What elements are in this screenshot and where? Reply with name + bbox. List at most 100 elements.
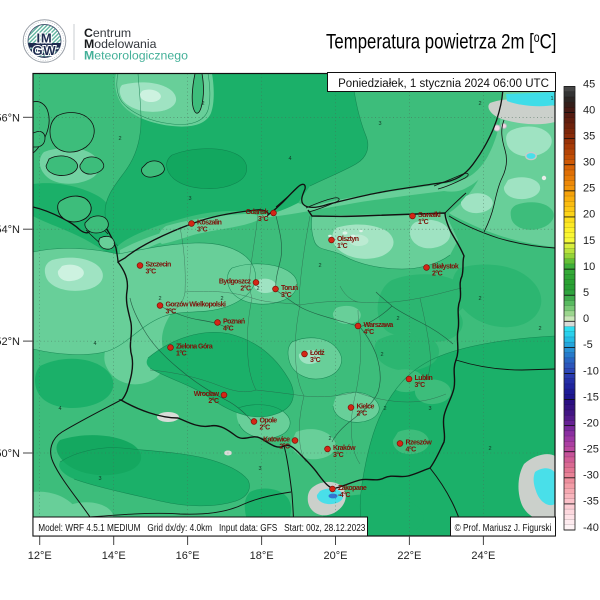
svg-text:2: 2 [396, 316, 399, 322]
svg-text:35: 35 [583, 130, 595, 142]
svg-text:© Prof. Mariusz J. Figurski: © Prof. Mariusz J. Figurski [455, 522, 552, 533]
svg-text:4: 4 [58, 406, 61, 412]
svg-text:Warszawa: Warszawa [364, 322, 394, 329]
svg-text:3°C: 3°C [197, 225, 208, 233]
svg-text:-20: -20 [583, 417, 599, 429]
svg-text:2: 2 [256, 286, 259, 292]
svg-text:3°C: 3°C [146, 267, 157, 275]
svg-text:2°C: 2°C [279, 442, 290, 450]
svg-text:-35: -35 [583, 496, 599, 508]
svg-text:2: 2 [201, 101, 204, 107]
svg-text:20°E: 20°E [324, 550, 348, 562]
svg-text:14°E: 14°E [102, 550, 126, 562]
svg-text:4°C: 4°C [406, 445, 417, 453]
svg-text:-4°C: -4°C [338, 491, 350, 499]
svg-text:2: 2 [383, 406, 386, 412]
svg-text:4: 4 [288, 156, 291, 162]
svg-text:16°E: 16°E [176, 550, 200, 562]
svg-text:2: 2 [478, 101, 481, 107]
svg-text:Meteorologicznego: Meteorologicznego [84, 49, 188, 63]
svg-text:Gorzów Wielkopolski: Gorzów Wielkopolski [166, 302, 226, 309]
svg-text:Szczecin: Szczecin [146, 262, 171, 269]
svg-text:50°N: 50°N [0, 448, 20, 460]
svg-text:3°C: 3°C [281, 291, 292, 299]
svg-text:3°C: 3°C [310, 356, 321, 364]
svg-text:3: 3 [98, 476, 101, 482]
svg-text:2: 2 [478, 296, 481, 302]
svg-text:2: 2 [328, 436, 331, 442]
svg-text:1°C: 1°C [337, 242, 348, 250]
svg-text:2: 2 [158, 296, 161, 302]
svg-text:1°C: 1°C [176, 349, 187, 357]
svg-text:45: 45 [583, 78, 595, 90]
svg-text:-10: -10 [583, 365, 599, 377]
svg-text:15: 15 [583, 235, 595, 247]
svg-text:-30: -30 [583, 470, 599, 482]
svg-text:2: 2 [318, 263, 321, 269]
svg-text:Olsztyn: Olsztyn [337, 236, 359, 243]
svg-text:Poniedziałek, 1 stycznia 2024: Poniedziałek, 1 stycznia 2024 06:00 UTC [338, 75, 549, 89]
svg-text:40: 40 [583, 104, 595, 116]
svg-text:-25: -25 [583, 444, 599, 456]
svg-text:3°C: 3°C [258, 215, 269, 223]
svg-text:20: 20 [583, 209, 595, 221]
svg-text:2°C: 2°C [208, 397, 219, 405]
svg-text:-40: -40 [583, 522, 599, 534]
svg-text:2: 2 [380, 352, 383, 358]
svg-text:12°E: 12°E [28, 550, 52, 562]
svg-text:Kielce: Kielce [357, 404, 375, 411]
svg-text:2°C: 2°C [357, 409, 368, 417]
svg-text:Modelowania: Modelowania [84, 37, 157, 51]
svg-text:Opole: Opole [260, 418, 278, 425]
svg-text:Koszalin: Koszalin [197, 220, 222, 227]
svg-text:3: 3 [378, 121, 381, 127]
svg-text:-15: -15 [583, 391, 599, 403]
svg-text:Temperatura powietrza 2m [oC]: Temperatura powietrza 2m [oC] [326, 30, 556, 54]
svg-text:3: 3 [188, 196, 191, 202]
svg-text:Zielona Góra: Zielona Góra [176, 344, 213, 351]
svg-text:3°C: 3°C [333, 451, 344, 459]
svg-text:-5: -5 [583, 339, 593, 351]
svg-text:2: 2 [488, 446, 491, 452]
svg-text:Poznań: Poznań [223, 319, 245, 326]
svg-text:Wrocław: Wrocław [194, 391, 220, 398]
svg-text:IM: IM [36, 31, 52, 46]
svg-text:2°C: 2°C [260, 423, 271, 431]
svg-text:2: 2 [118, 136, 121, 142]
svg-text:1°C: 1°C [418, 218, 429, 226]
svg-text:Katowice: Katowice [263, 437, 290, 444]
svg-text:25: 25 [583, 183, 595, 195]
svg-text:22°E: 22°E [397, 550, 421, 562]
svg-text:3: 3 [258, 466, 261, 472]
svg-text:54°N: 54°N [0, 224, 20, 236]
svg-text:Centrum: Centrum [84, 26, 131, 40]
svg-text:Suwałki: Suwałki [418, 212, 441, 219]
svg-text:GW: GW [33, 43, 57, 58]
svg-text:Bydgoszcz: Bydgoszcz [219, 279, 252, 286]
svg-text:0: 0 [583, 313, 589, 325]
svg-text:Łódź: Łódź [310, 350, 325, 357]
svg-text:Toruń: Toruń [281, 285, 298, 292]
svg-text:5: 5 [583, 287, 589, 299]
svg-text:3°C: 3°C [415, 381, 426, 389]
svg-text:24°E: 24°E [471, 550, 495, 562]
svg-text:2°C: 2°C [240, 284, 251, 292]
svg-text:Lublin: Lublin [415, 375, 433, 382]
svg-text:Model: WRF 4.5.1 MEDIUM Grid: Model: WRF 4.5.1 MEDIUM Grid dx/dy: 4.0k… [38, 522, 365, 533]
svg-text:4°C: 4°C [364, 328, 375, 336]
svg-text:2: 2 [318, 556, 321, 562]
svg-text:Zakopane: Zakopane [338, 485, 367, 492]
svg-text:56°N: 56°N [0, 112, 20, 124]
svg-text:3°C: 3°C [166, 307, 177, 315]
svg-text:Białystok: Białystok [432, 264, 459, 271]
svg-text:2: 2 [538, 326, 541, 332]
svg-text:10: 10 [583, 261, 595, 273]
svg-text:Gdańsk: Gdańsk [246, 209, 269, 216]
svg-text:52°N: 52°N [0, 336, 20, 348]
svg-text:Kraków: Kraków [333, 445, 356, 452]
svg-text:30: 30 [583, 157, 595, 169]
svg-text:3: 3 [428, 406, 431, 412]
svg-text:1: 1 [550, 96, 553, 102]
svg-text:4°C: 4°C [223, 324, 234, 332]
svg-text:2: 2 [220, 296, 223, 302]
